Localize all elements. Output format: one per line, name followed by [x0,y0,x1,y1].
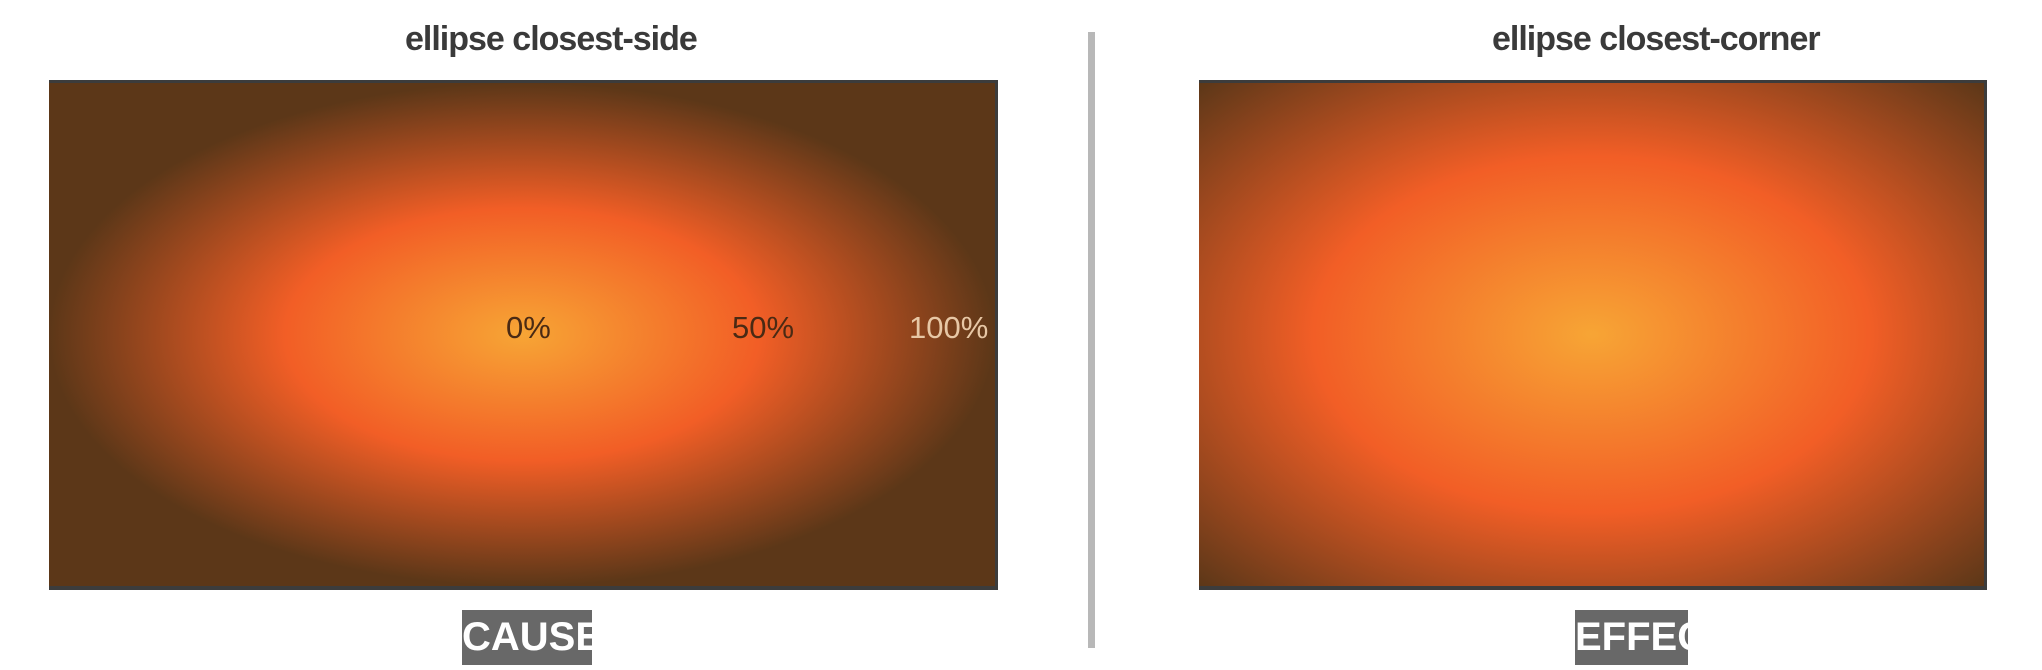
left-panel-tag: CAUSE [462,610,592,665]
stop-label-100: 100% [909,310,989,345]
right-gradient-box [1199,80,1987,590]
left-panel-title: ellipse closest-side [405,20,698,58]
left-gradient-box [49,80,998,590]
right-panel-title: ellipse closest-corner [1492,20,1821,58]
stop-label-0: 0% [506,310,551,345]
panel-divider [1088,32,1095,648]
right-panel-tag: EFFECT [1575,610,1688,665]
stop-label-50: 50% [732,310,795,345]
